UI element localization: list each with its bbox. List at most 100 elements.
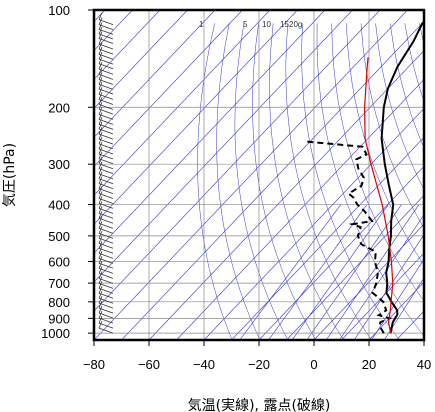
mixing-ratio-label: 5 — [243, 20, 248, 29]
wind-barb — [98, 119, 114, 125]
wind-barb-flag — [98, 131, 103, 140]
wind-barb-flag — [98, 62, 103, 70]
x-tick-label: 0 — [310, 357, 317, 372]
mixing-ratio-line — [306, 204, 402, 340]
wind-barb-flag — [98, 211, 103, 219]
dewpoint-line — [304, 140, 393, 334]
isotherm-line — [94, 10, 188, 109]
mixing-ratio-label: 15 — [280, 20, 289, 29]
dry-adiabat — [360, 23, 424, 229]
wind-barb-flag — [98, 216, 103, 224]
wind-barb — [98, 242, 114, 249]
wind-barb-flag — [98, 77, 103, 85]
wind-barb — [98, 183, 114, 189]
wind-barb — [98, 287, 114, 294]
isotherm-line — [94, 10, 298, 225]
mixing-ratio-line — [268, 204, 368, 340]
wind-barb — [98, 278, 114, 284]
wind-barb — [98, 193, 114, 199]
wind-barb — [98, 163, 114, 170]
wind-barb — [98, 188, 114, 194]
wind-barb — [98, 317, 114, 324]
wind-barb — [98, 267, 114, 274]
dry-adiabat — [285, 23, 372, 340]
isotherm-line — [286, 194, 424, 340]
wind-barb — [98, 208, 114, 214]
wind-barb-flag — [98, 117, 103, 125]
wind-barb — [98, 307, 114, 314]
wind-barb — [98, 312, 114, 319]
wind-barb — [98, 322, 114, 329]
wind-barb-flag — [98, 161, 103, 169]
wind-barb — [98, 103, 114, 110]
wind-barb — [98, 247, 114, 254]
wind-barb-flag — [98, 320, 103, 329]
wind-barb-flag — [98, 112, 103, 120]
isotherm-line — [176, 79, 424, 340]
wind-barb-flag — [98, 281, 103, 289]
wind-barb — [98, 88, 114, 95]
dry-adiabat — [252, 23, 317, 340]
isotherm-line — [94, 10, 353, 283]
mixing-ratio-line — [239, 204, 342, 340]
wind-barb — [98, 273, 114, 279]
wind-barb — [98, 43, 114, 50]
wind-barb — [98, 83, 114, 90]
wind-barb-flag — [98, 97, 103, 105]
dry-adiabat — [216, 23, 261, 340]
isotherm-line — [94, 10, 271, 196]
isotherm-line — [94, 10, 326, 254]
isotherm-line — [258, 165, 424, 340]
wind-barb — [98, 29, 114, 35]
wind-barb — [98, 168, 114, 175]
wind-barb-flag — [98, 226, 103, 234]
wind-barb — [98, 212, 114, 219]
wind-barb-flag — [98, 241, 103, 249]
wind-barb-flag — [98, 186, 103, 194]
wind-barb-flag — [98, 101, 103, 110]
wind-barb-flag — [98, 51, 103, 60]
wind-barb — [98, 113, 114, 120]
wind-barb-flag — [98, 261, 103, 269]
wind-barb — [98, 233, 114, 239]
mixing-ratio-label: 10 — [262, 20, 271, 29]
isotherm-line — [121, 21, 424, 340]
x-tick-label: −40 — [193, 357, 215, 372]
wind-barb — [98, 153, 114, 160]
wind-barb-flag — [98, 296, 103, 304]
wind-barb — [98, 58, 114, 65]
dry-adiabat — [331, 23, 424, 302]
wind-barb-flag — [98, 87, 103, 95]
wind-barb — [98, 292, 114, 299]
isotherm-line — [231, 136, 424, 340]
wind-barb-flag — [98, 310, 103, 319]
wind-barb-flag — [98, 146, 103, 155]
wind-barb-flag — [98, 315, 103, 324]
wind-barb-flag — [98, 126, 103, 135]
wind-barb-flag — [98, 92, 103, 100]
wind-barb-flag — [98, 305, 103, 314]
wind-barb — [98, 227, 114, 234]
wind-barb-flag — [98, 22, 103, 30]
isotherm-line — [94, 10, 243, 167]
wind-barb-flag — [98, 206, 103, 214]
dry-adiabat — [197, 23, 233, 340]
wind-barb-flag — [98, 201, 103, 209]
wind-barb — [98, 173, 114, 180]
mixing-ratio-line — [339, 214, 424, 340]
wind-barb-flag — [98, 176, 103, 184]
wind-barb — [98, 148, 114, 155]
wind-barb-flag — [98, 12, 103, 20]
wind-barb — [98, 262, 114, 269]
mixing-ratio-labels: 1 5 10 15 20g — [199, 20, 302, 29]
wind-barb-flag — [98, 276, 103, 284]
wind-barb — [98, 158, 114, 165]
dry-adiabat — [301, 23, 400, 340]
mixing-ratio-line — [291, 204, 389, 340]
wind-barb-flag — [98, 166, 103, 174]
wind-barb — [98, 53, 114, 60]
wind-barb-flag — [98, 266, 103, 274]
dry-adiabat — [375, 23, 424, 190]
